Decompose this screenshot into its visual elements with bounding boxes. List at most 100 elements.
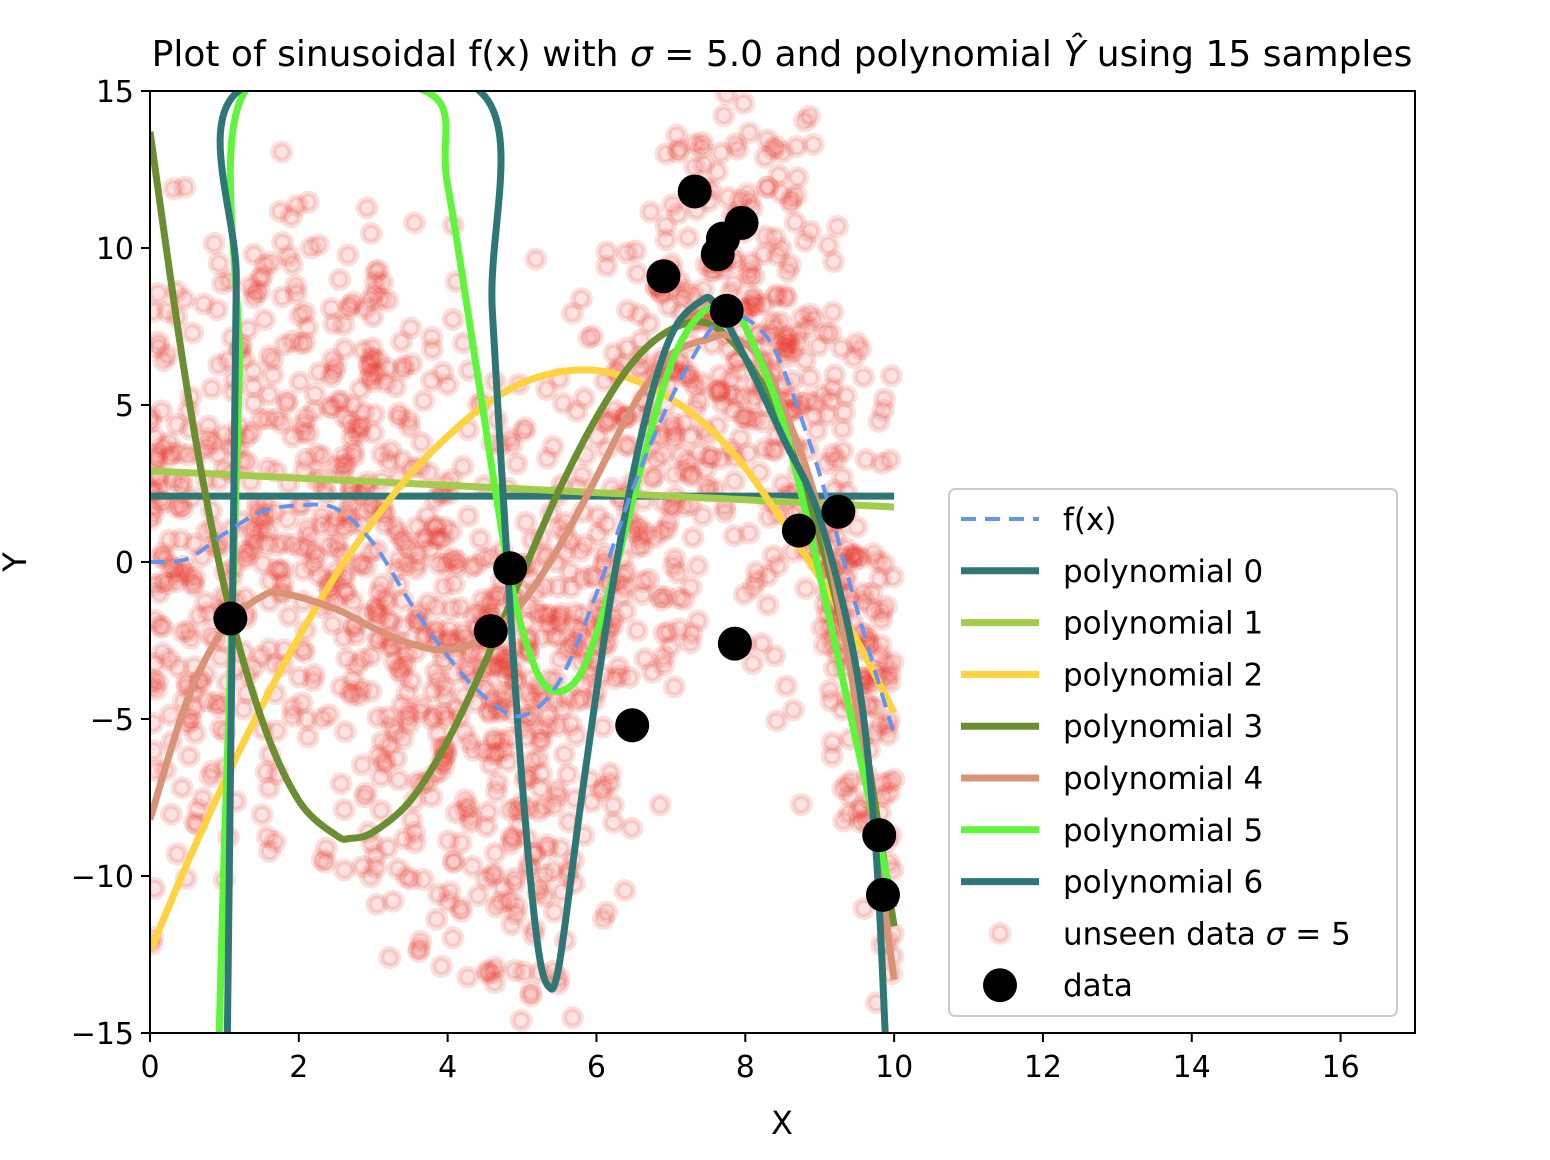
unseen-data-point xyxy=(343,418,367,442)
unseen-data-point xyxy=(847,799,871,823)
unseen-data-point xyxy=(462,738,486,762)
unseen-data-point xyxy=(533,863,557,887)
unseen-data-point xyxy=(183,565,207,589)
unseen-data-point xyxy=(355,196,379,220)
unseen-data-point xyxy=(739,251,763,275)
unseen-data-point xyxy=(182,532,206,556)
unseen-data-point xyxy=(561,1006,585,1030)
unseen-data-point xyxy=(767,163,791,187)
unseen-data-point xyxy=(608,664,632,688)
unseen-data-point xyxy=(509,1009,533,1033)
unseen-data-point xyxy=(615,336,639,360)
unseen-data-point xyxy=(332,454,356,478)
unseen-data-point xyxy=(293,331,317,355)
unseen-data-point xyxy=(333,405,357,429)
unseen-data-point xyxy=(489,890,513,914)
unseen-data-point xyxy=(359,346,383,370)
unseen-data-point xyxy=(876,723,900,747)
unseen-data-point xyxy=(852,897,876,921)
x-tick-label: 8 xyxy=(736,1050,755,1085)
unseen-data-point xyxy=(338,410,362,434)
unseen-data-point xyxy=(660,193,684,217)
unseen-data-point xyxy=(541,434,565,458)
unseen-data-point xyxy=(854,448,878,472)
unseen-data-point xyxy=(350,551,374,575)
unseen-data-point xyxy=(472,546,496,570)
unseen-data-point xyxy=(383,515,407,539)
unseen-data-point xyxy=(481,961,505,985)
unseen-data-point xyxy=(769,310,793,334)
unseen-data-point xyxy=(793,229,817,253)
unseen-data-point xyxy=(521,687,545,711)
x-axis-label: X xyxy=(771,1104,793,1142)
unseen-data-point xyxy=(202,231,226,255)
unseen-data-point xyxy=(464,553,488,577)
unseen-data-point xyxy=(756,176,780,200)
unseen-data-point xyxy=(280,252,304,276)
unseen-data-point xyxy=(663,546,687,570)
unseen-data-point xyxy=(742,264,766,288)
unseen-data-point xyxy=(328,267,352,291)
unseen-data-point xyxy=(882,768,906,792)
unseen-data-point xyxy=(254,760,278,784)
unseen-data-point xyxy=(342,439,366,463)
unseen-data-point xyxy=(365,595,389,619)
unseen-data-point xyxy=(332,444,356,468)
unseen-data-point xyxy=(325,454,349,478)
x-tick-label: 12 xyxy=(1024,1050,1062,1085)
unseen-data-point xyxy=(716,185,740,209)
unseen-data-point xyxy=(666,140,690,164)
unseen-data-point xyxy=(192,292,216,316)
unseen-data-point xyxy=(407,939,431,963)
unseen-data-point xyxy=(642,464,666,488)
unseen-data-point xyxy=(532,795,556,819)
unseen-data-point xyxy=(831,777,855,801)
unseen-data-point xyxy=(802,307,826,331)
unseen-data-point xyxy=(386,857,410,881)
unseen-data-point xyxy=(378,946,402,970)
unseen-data-point xyxy=(573,533,597,557)
unseen-data-point xyxy=(755,175,779,199)
unseen-data-point xyxy=(271,230,295,254)
unseen-data-point xyxy=(157,528,181,552)
unseen-data-point xyxy=(456,965,480,989)
unseen-data-point xyxy=(586,504,610,528)
unseen-data-point xyxy=(295,516,319,540)
unseen-data-point xyxy=(439,520,463,544)
unseen-data-point xyxy=(662,417,686,441)
unseen-data-point xyxy=(332,337,356,361)
unseen-data-point xyxy=(843,548,867,572)
unseen-data-point xyxy=(663,422,687,446)
unseen-data-point xyxy=(448,595,472,619)
y-tick-label: −15 xyxy=(71,1017,134,1052)
unseen-data-point xyxy=(819,689,843,713)
unseen-data-point xyxy=(253,253,277,277)
unseen-data-point xyxy=(715,91,739,106)
unseen-data-point xyxy=(741,652,765,676)
unseen-data-point xyxy=(497,889,521,913)
unseen-data-point xyxy=(438,548,462,572)
unseen-data-point xyxy=(489,655,513,679)
unseen-data-point xyxy=(522,1060,539,1077)
unseen-data-point xyxy=(657,620,681,644)
unseen-data-point xyxy=(393,652,417,676)
unseen-data-point xyxy=(752,292,776,316)
unseen-data-point xyxy=(651,443,675,467)
unseen-data-point xyxy=(426,527,450,551)
unseen-data-point xyxy=(340,683,364,707)
unseen-data-point xyxy=(625,619,649,643)
unseen-data-point xyxy=(763,644,787,668)
unseen-data-point xyxy=(652,621,676,645)
unseen-data-point xyxy=(265,407,289,431)
unseen-data-point xyxy=(157,445,181,469)
unseen-data-point xyxy=(279,205,303,229)
unseen-data-point xyxy=(706,380,730,404)
unseen-data-point xyxy=(731,385,755,409)
unseen-data-point xyxy=(449,899,473,923)
unseen-data-point xyxy=(320,395,344,419)
unseen-data-point xyxy=(289,331,313,355)
data-point xyxy=(709,293,744,328)
unseen-data-point xyxy=(867,409,891,433)
unseen-data-point xyxy=(658,635,682,659)
unseen-data-point xyxy=(861,598,885,622)
